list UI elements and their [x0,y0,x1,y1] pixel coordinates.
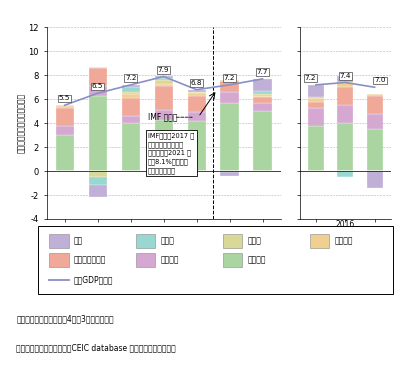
Bar [122,116,140,123]
Bar [308,126,324,171]
Bar [136,234,156,248]
Bar [337,82,353,87]
Text: 7.2: 7.2 [224,75,235,81]
Text: 2016
（年度、期）: 2016 （年度、期） [331,220,359,239]
Bar [220,92,239,103]
Text: 5.5: 5.5 [59,95,70,101]
Bar [55,135,74,171]
Bar [254,95,272,96]
Bar [254,91,272,95]
Bar [367,129,383,171]
Text: 政府消費: 政府消費 [161,255,179,265]
Bar [220,80,239,81]
Text: 貴重品: 貴重品 [247,237,262,246]
Bar [155,84,173,86]
Bar [188,92,206,93]
Bar [122,123,140,171]
Bar [367,171,383,188]
Bar [89,96,107,171]
Bar [367,114,383,129]
Bar [55,105,74,107]
Text: 6.5: 6.5 [92,84,103,89]
Bar [55,107,74,108]
Text: 在庫変動: 在庫変動 [335,237,353,246]
Text: 7.2: 7.2 [305,75,316,81]
Bar [254,96,272,97]
Bar [337,105,353,123]
Bar [220,81,239,92]
Bar [308,85,324,97]
Bar [155,110,173,120]
Bar [308,98,324,101]
Bar [220,103,239,171]
Bar [188,121,206,171]
Text: IMFでは、2017 年
度以降、年々成長率
が上昇し、2021 年
度は8.1%になると
推計している。: IMFでは、2017 年 度以降、年々成長率 が上昇し、2021 年 度は8.1… [148,132,194,174]
Bar [254,79,272,91]
Bar [55,108,74,126]
Text: 6.8: 6.8 [191,80,202,86]
Text: 実質GDP成長率: 実質GDP成長率 [74,276,113,285]
Text: 備考：年度は財政年度（4月〜3月）による。: 備考：年度は財政年度（4月〜3月）による。 [16,314,114,323]
Bar [337,77,353,82]
Text: 民間消費: 民間消費 [247,255,266,265]
Bar [188,112,206,121]
Text: 資料：インド中央統計局、CEIC database から経済産業省作成。: 資料：インド中央統計局、CEIC database から経済産業省作成。 [16,343,176,353]
Text: （年度）: （年度） [153,230,174,239]
Bar [89,185,107,197]
Bar [308,108,324,126]
Text: 7.2: 7.2 [125,75,136,81]
Bar [188,96,206,112]
Bar [55,126,74,135]
Bar [89,68,107,86]
Bar [223,234,242,248]
Text: 純輸出: 純輸出 [161,237,175,246]
Bar [337,87,353,105]
Bar [155,78,173,80]
Bar [89,171,107,177]
Bar [188,93,206,96]
Bar [122,98,140,116]
Bar [89,177,107,185]
Bar [220,171,239,172]
Bar [223,253,242,267]
Text: 7.7: 7.7 [257,69,268,75]
Text: 総固定資本形成: 総固定資本形成 [74,255,106,265]
Text: IMF 推計値: IMF 推計値 [148,113,178,122]
Bar [308,97,324,98]
Bar [337,171,353,177]
Text: 7.4: 7.4 [339,73,351,78]
Bar [155,120,173,171]
Bar [122,95,140,98]
Text: 誤差: 誤差 [74,237,83,246]
Bar [308,101,324,108]
Bar [89,67,107,68]
Bar [220,172,239,176]
Bar [188,90,206,92]
Bar [155,80,173,84]
Bar [309,234,329,248]
Bar [136,253,156,267]
Bar [122,87,140,92]
Bar [122,85,140,87]
Bar [254,97,272,103]
Bar [155,77,173,78]
Bar [49,234,68,248]
Bar [367,96,383,114]
Bar [122,92,140,95]
Bar [155,86,173,110]
Bar [337,123,353,171]
Bar [254,111,272,171]
Text: 7.0: 7.0 [374,77,386,84]
Bar [254,103,272,111]
Bar [49,253,68,267]
Y-axis label: （前年比、前年同期比、％）: （前年比、前年同期比、％） [17,93,26,153]
Text: 7.9: 7.9 [158,67,169,73]
Bar [367,95,383,96]
Bar [89,86,107,96]
